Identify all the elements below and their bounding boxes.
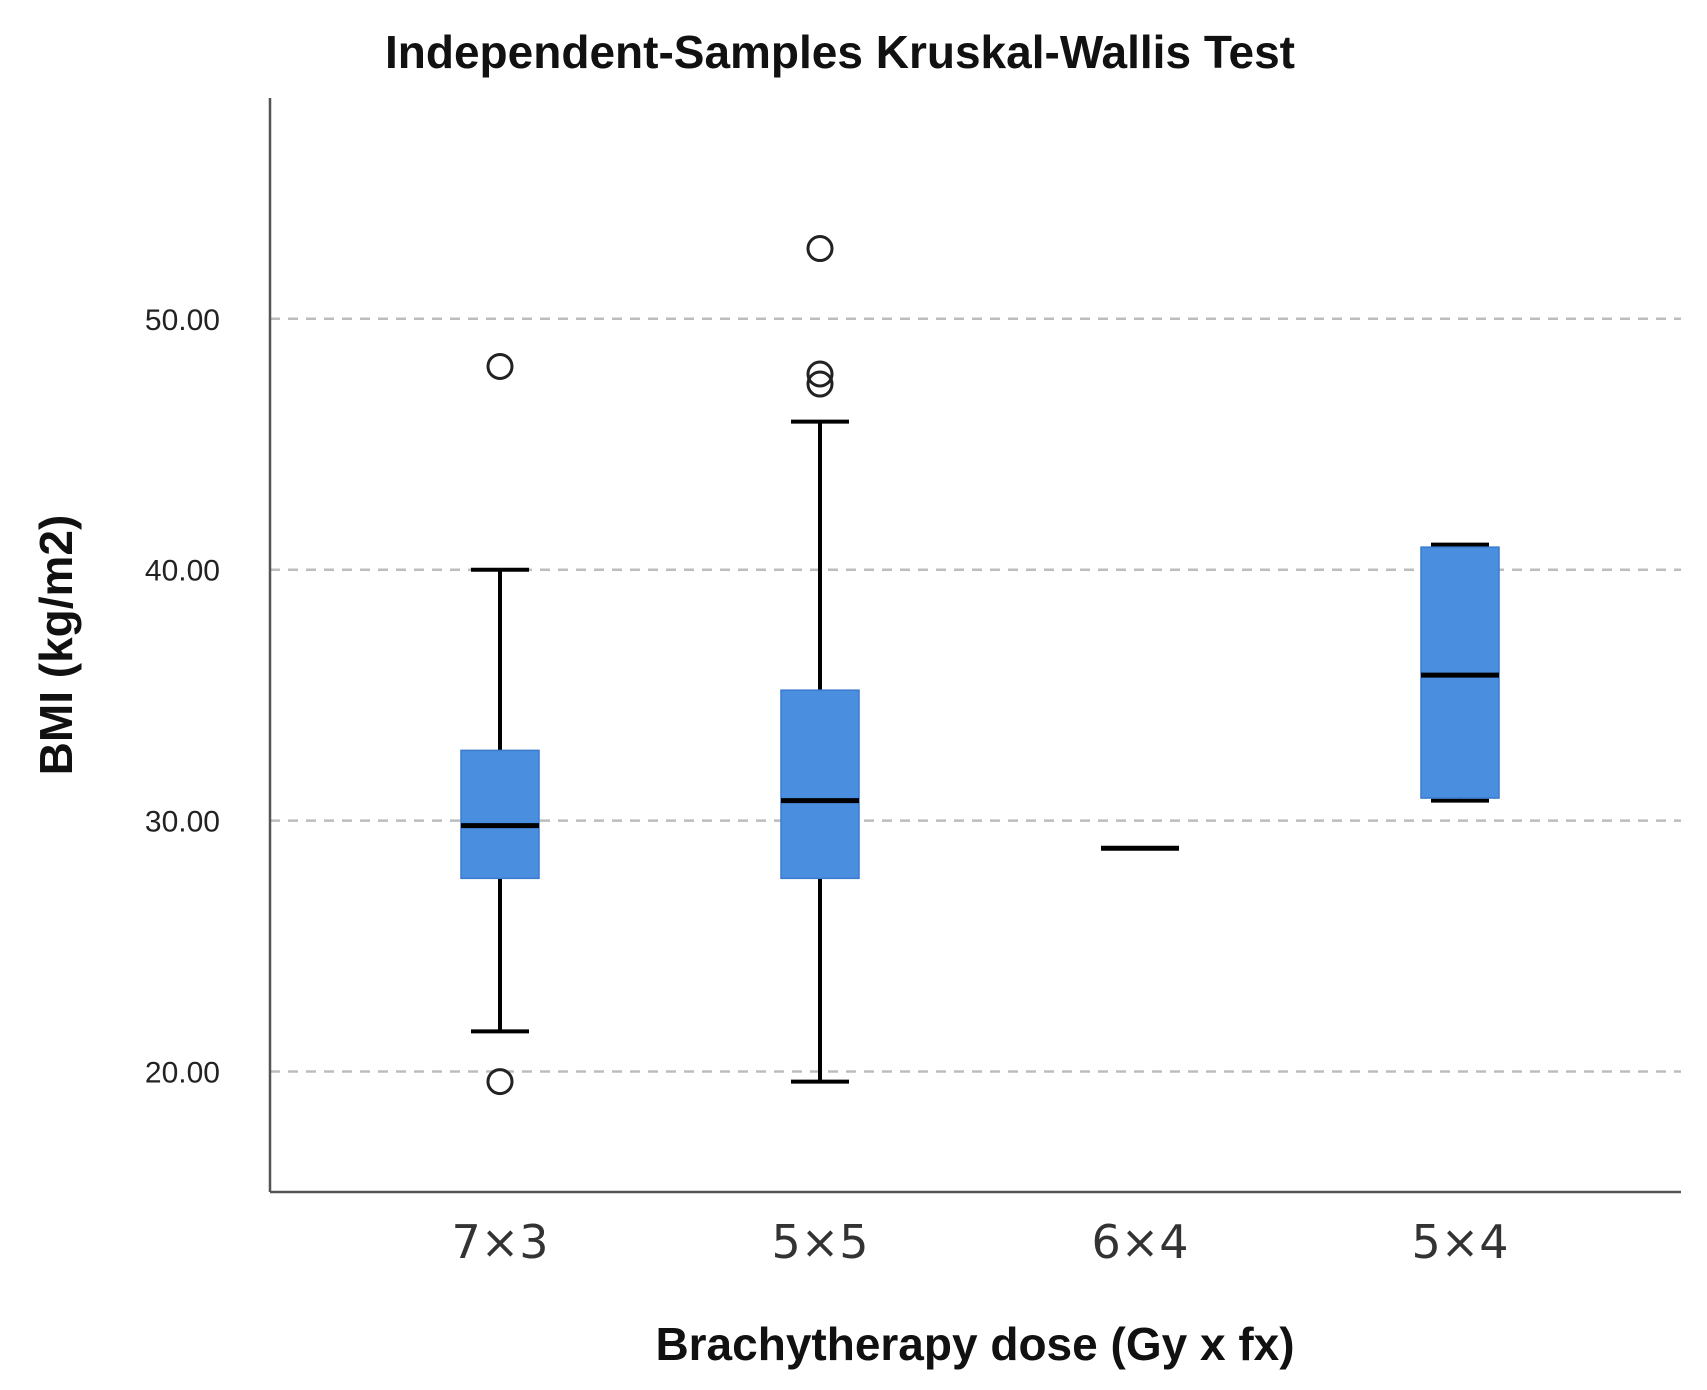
boxes	[460, 235, 1500, 1096]
box-group	[780, 235, 860, 1084]
outlier-point	[486, 1068, 514, 1096]
y-tick-label: 20.00	[145, 1057, 220, 1090]
x-tick-label: 5×4	[1411, 1215, 1508, 1269]
y-tick-label: 30.00	[145, 806, 220, 839]
box-iqr	[1420, 546, 1500, 799]
box-group	[460, 352, 540, 1096]
x-tick-labels: 7×3 5×5 6×4 5×4	[451, 1215, 1508, 1269]
y-tick-label: 50.00	[145, 304, 220, 337]
y-tick-labels: 20.00 30.00 40.00 50.00	[145, 304, 220, 1090]
x-tick-label: 5×5	[771, 1215, 868, 1269]
outlier-point	[806, 360, 834, 388]
chart-title: Independent-Samples Kruskal-Wallis Test	[385, 26, 1295, 78]
outlier-point	[806, 370, 834, 398]
box-iqr	[780, 689, 860, 880]
x-axis-label: Brachytherapy dose (Gy x fx)	[655, 1318, 1294, 1370]
y-tick-label: 40.00	[145, 555, 220, 588]
x-tick-label: 7×3	[451, 1215, 548, 1269]
axes	[268, 98, 1681, 1194]
outlier-point	[486, 352, 514, 380]
x-tick-label: 6×4	[1091, 1215, 1188, 1269]
y-axis-label: BMI (kg/m2)	[30, 515, 82, 776]
box-iqr	[460, 749, 540, 880]
outlier-point	[806, 235, 834, 263]
box-group	[1420, 542, 1500, 803]
